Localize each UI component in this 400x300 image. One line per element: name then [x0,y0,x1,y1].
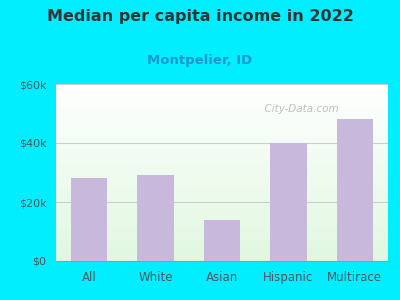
Bar [71,178,108,261]
Text: City-Data.com: City-Data.com [258,104,339,114]
Bar [137,176,174,261]
Text: Median per capita income in 2022: Median per capita income in 2022 [46,9,354,24]
Bar [336,119,373,261]
Bar [270,143,307,261]
Bar [204,220,240,261]
Text: Montpelier, ID: Montpelier, ID [147,54,253,67]
